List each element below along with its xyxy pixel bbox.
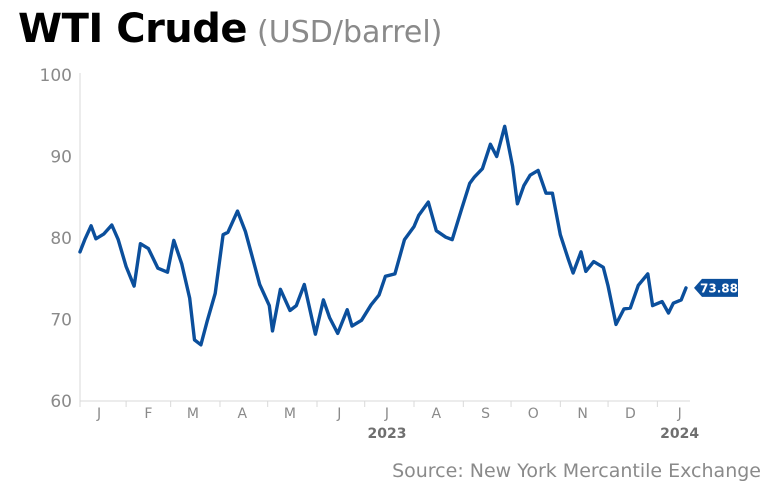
y-tick-label: 60 — [50, 392, 72, 412]
year-label: 2023 — [367, 426, 406, 442]
x-tick-label: A — [431, 406, 441, 422]
wti-price-line — [78, 124, 688, 347]
x-tick-label: N — [577, 406, 587, 422]
x-tick-label: F — [144, 406, 152, 422]
x-tick-label: A — [237, 406, 247, 422]
x-tick-label: J — [336, 406, 341, 422]
x-tick-label: S — [481, 406, 490, 422]
x-tick-label: D — [625, 406, 636, 422]
wti-line-chart: 60 70 80 90 100 J F M A M J J A S O N D J 2023 2024 73.88 — [40, 66, 738, 442]
chart-title: WTI Crude (USD/barrel) — [18, 6, 442, 62]
year-label: 2024 — [660, 426, 699, 442]
last-value-badge — [694, 278, 738, 297]
x-tick-label: M — [284, 406, 296, 422]
x-tick-label: M — [187, 406, 199, 422]
x-tick-label: J — [384, 406, 389, 422]
title-text: WTI Crude — [18, 6, 248, 52]
y-tick-label: 70 — [50, 311, 72, 331]
title-unit: (USD/barrel) — [257, 15, 443, 50]
y-tick-label: 90 — [50, 148, 72, 168]
y-tick-label: 80 — [50, 229, 72, 249]
x-tick-label: O — [528, 406, 539, 422]
x-tick-label: J — [96, 406, 101, 422]
last-value-label: 73.88 — [700, 281, 738, 295]
x-tick-label: J — [677, 406, 682, 422]
source-note: Source: New York Mercantile Exchange — [392, 460, 761, 482]
y-tick-label: 100 — [40, 66, 72, 86]
